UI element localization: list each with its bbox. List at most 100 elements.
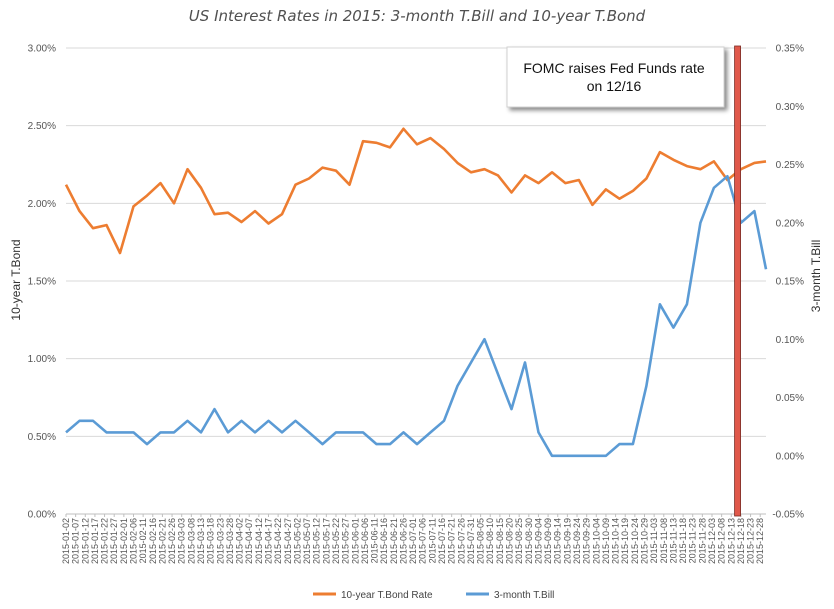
left-tick-label: 0.00% [28, 510, 56, 521]
x-axis-ticks: 2015-01-02 2015-01-07 2015-01-12 2015-01-17… [61, 514, 765, 564]
right-axis-ticks: -0.05% 0.00% 0.05% 0.10% 0.15% 0.20% 0.25% 0.30… [772, 44, 804, 521]
x-tick-label: 2015-11-13 [668, 518, 678, 563]
x-tick-label: 2015-09-14 [553, 518, 563, 564]
x-tick-label: 2015-07-11 [427, 518, 437, 563]
fomc-marker [734, 45, 741, 517]
x-tick-label: 2015-06-11 [370, 518, 380, 563]
x-tick-label: 2015-02-11 [138, 518, 148, 563]
x-tick-label: 2015-06-26 [398, 518, 408, 564]
series-layer [64, 127, 768, 458]
x-tick-label: 2015-08-15 [495, 518, 505, 564]
x-tick-label: 2015-06-16 [379, 518, 389, 564]
x-tick-label: 2015-12-08 [717, 518, 727, 564]
x-tick-label: 2015-10-09 [601, 518, 611, 564]
right-tick-label: 0.30% [776, 102, 804, 113]
x-tick-label: 2015-10-14 [611, 518, 621, 564]
x-tick-label: 2015-01-02 [61, 518, 71, 564]
right-tick-label: 0.00% [776, 451, 804, 462]
x-tick-label: 2015-07-21 [447, 518, 457, 564]
x-tick-label: 2015-05-27 [341, 518, 351, 564]
x-tick-label: 2015-03-03 [177, 518, 187, 564]
left-axis-title: 10-year T.Bond [9, 239, 23, 320]
right-tick-label: 0.35% [776, 44, 804, 55]
x-tick-label: 2015-10-29 [640, 518, 650, 564]
x-tick-label: 2015-12-13 [726, 518, 736, 564]
x-tick-label: 2015-01-07 [71, 518, 81, 564]
legend-label-bond: 10-year T.Bond Rate [341, 590, 433, 601]
x-tick-label: 2015-08-25 [514, 518, 524, 564]
x-tick-label: 2015-12-23 [746, 518, 756, 564]
x-tick-label: 2015-04-07 [244, 518, 254, 564]
left-tick-label: 2.50% [28, 121, 56, 132]
right-tick-label: 0.10% [776, 335, 804, 346]
x-tick-label: 2015-07-01 [408, 518, 418, 564]
x-tick-label: 2015-08-20 [505, 518, 515, 564]
x-tick-label: 2015-11-18 [678, 518, 688, 563]
x-tick-label: 2015-11-03 [649, 518, 659, 563]
x-tick-label: 2015-09-09 [543, 518, 553, 564]
x-tick-label: 2015-10-24 [630, 518, 640, 564]
x-tick-label: 2015-09-29 [582, 518, 592, 564]
x-tick-label: 2015-12-03 [707, 518, 717, 564]
x-tick-label: 2015-01-12 [80, 518, 90, 564]
x-tick-label: 2015-05-02 [292, 518, 302, 564]
x-tick-label: 2015-07-31 [466, 518, 476, 564]
annotation-box: FOMC raises Fed Funds rate on 12/16 [506, 46, 725, 108]
right-axis-title: 3-month T.Bill [809, 240, 823, 312]
x-tick-label: 2015-02-21 [157, 518, 167, 564]
x-tick-label: 2015-06-21 [389, 518, 399, 564]
x-tick-label: 2015-01-22 [100, 518, 110, 564]
x-tick-label: 2015-05-17 [321, 518, 331, 564]
x-tick-label: 2015-04-27 [283, 518, 293, 564]
x-tick-label: 2015-01-27 [109, 518, 119, 564]
x-tick-label: 2015-12-28 [755, 518, 765, 564]
x-tick-label: 2015-03-28 [225, 518, 235, 564]
annotation-line2: on 12/16 [587, 78, 642, 94]
series-line-bond [64, 127, 767, 255]
x-tick-label: 2015-03-08 [186, 518, 196, 564]
right-tick-label: 0.25% [776, 160, 804, 171]
x-tick-label: 2015-04-12 [254, 518, 264, 564]
x-tick-label: 2015-08-10 [485, 518, 495, 564]
x-tick-label: 2015-07-26 [456, 518, 466, 564]
x-tick-label: 2015-09-04 [533, 518, 543, 564]
chart-title: US Interest Rates in 2015: 3-month T.Bil… [188, 7, 646, 25]
x-tick-label: 2015-02-16 [148, 518, 158, 564]
x-tick-label: 2015-04-02 [235, 518, 245, 564]
right-tick-label: 0.20% [776, 218, 804, 229]
right-tick-label: 0.15% [776, 277, 804, 288]
x-tick-label: 2015-04-17 [263, 518, 273, 564]
left-tick-label: 2.00% [28, 199, 56, 210]
x-tick-label: 2015-02-26 [167, 518, 177, 564]
x-tick-label: 2015-11-23 [688, 518, 698, 563]
x-tick-label: 2015-09-19 [562, 518, 572, 564]
x-tick-label: 2015-03-23 [215, 518, 225, 564]
x-tick-label: 2015-10-19 [620, 518, 630, 564]
right-tick-label: -0.05% [772, 510, 804, 521]
x-tick-label: 2015-05-12 [312, 518, 322, 564]
left-tick-label: 3.00% [28, 44, 56, 55]
x-tick-label: 2015-06-06 [360, 518, 370, 564]
left-axis-ticks: 0.00% 0.50% 1.00% 1.50% 2.00% 2.50% 3.00% [28, 44, 56, 521]
left-tick-label: 0.50% [28, 432, 56, 443]
x-tick-label: 2015-05-07 [302, 518, 312, 564]
x-tick-label: 2015-11-08 [659, 518, 669, 563]
x-tick-label: 2015-06-01 [350, 518, 360, 564]
x-tick-label: 2015-09-24 [572, 518, 582, 564]
x-tick-label: 2015-11-28 [697, 518, 707, 563]
x-tick-label: 2015-02-06 [128, 518, 138, 564]
fomc-line [734, 45, 741, 517]
x-tick-label: 2015-03-18 [206, 518, 216, 564]
x-tick-label: 2015-08-05 [476, 518, 486, 564]
x-tick-label: 2015-12-18 [736, 518, 746, 564]
x-tick-label: 2015-03-13 [196, 518, 206, 564]
x-tick-label: 2015-05-22 [331, 518, 341, 564]
x-tick-label: 2015-07-16 [437, 518, 447, 564]
legend: 10-year T.Bond Rate 3-month T.Bill [313, 590, 554, 601]
x-tick-label: 2015-10-04 [591, 518, 601, 564]
left-tick-label: 1.00% [28, 354, 56, 365]
annotation-line1: FOMC raises Fed Funds rate [523, 60, 704, 76]
gridlines [66, 47, 766, 437]
left-tick-label: 1.50% [28, 277, 56, 288]
